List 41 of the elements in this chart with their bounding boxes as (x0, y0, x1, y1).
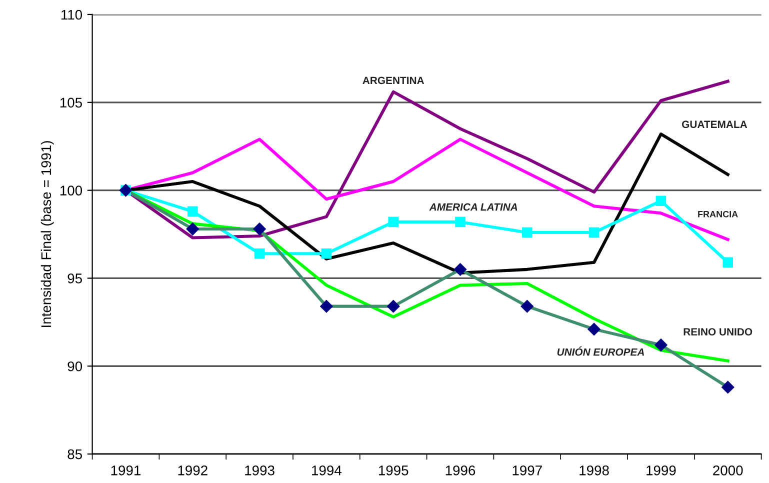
point (654, 338, 668, 352)
x-tick-label: 1998 (580, 466, 609, 476)
x-tick-label: 1993 (245, 466, 274, 476)
x-tick-label: 1994 (312, 466, 342, 476)
x-tick-label: 1997 (512, 466, 542, 476)
point (254, 248, 265, 259)
point (455, 216, 466, 228)
y-tick-label: 85 (68, 449, 82, 460)
point (656, 196, 666, 206)
point (388, 216, 398, 228)
point (520, 300, 534, 313)
y-tick-label: 100 (60, 186, 82, 196)
point (587, 322, 601, 336)
point (187, 206, 198, 217)
point (721, 380, 734, 394)
x-tick-label: 1992 (178, 466, 208, 476)
point (522, 227, 532, 238)
series-label: GUATEMALA (682, 120, 748, 128)
y-tick-label: 90 (68, 361, 82, 372)
x-tick-label: 1996 (446, 466, 476, 476)
series-label: ARGENTINA (362, 76, 424, 84)
series-label: REINO UNIDO (684, 328, 752, 336)
y-tick-label: 95 (68, 274, 82, 284)
series-label: FRANCIA (698, 210, 738, 218)
x-tick-label: 2000 (713, 466, 743, 476)
x-tick-label: 1999 (646, 466, 676, 476)
point (386, 300, 400, 313)
y-axis-title: Intensidad Final (base = 1991) (40, 141, 54, 327)
point (252, 222, 266, 236)
point (588, 227, 600, 238)
x-tick-label: 1991 (111, 466, 141, 476)
x-tick-label: 1995 (378, 466, 408, 476)
point (320, 300, 334, 313)
series-label: UNIÓN EUROPEA (557, 346, 644, 356)
point (186, 222, 200, 236)
point (321, 248, 332, 259)
point (454, 262, 467, 276)
series-label: AMERICA LATINA (429, 203, 518, 211)
point (722, 257, 734, 268)
y-tick-label: 105 (60, 98, 82, 108)
y-tick-label: 110 (61, 10, 82, 20)
